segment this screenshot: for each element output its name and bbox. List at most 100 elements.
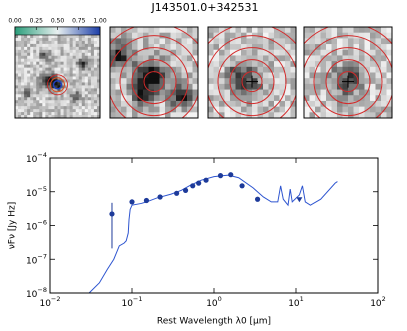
contour	[110, 35, 198, 118]
pixel	[359, 66, 365, 73]
pixel	[326, 49, 332, 56]
pixel	[96, 67, 100, 71]
pixel	[268, 112, 275, 118]
aperture	[52, 80, 63, 90]
pixel	[54, 106, 58, 110]
pixel	[87, 79, 92, 83]
pixel	[208, 49, 214, 56]
pixel	[75, 115, 80, 118]
pixel	[42, 61, 46, 66]
pixel	[24, 49, 28, 54]
pixel	[33, 103, 37, 107]
pixel	[75, 52, 80, 57]
pixel	[170, 27, 177, 34]
pixel	[257, 78, 264, 85]
pixel	[15, 49, 19, 54]
pixel	[81, 97, 86, 101]
image-panel	[304, 27, 392, 118]
pixel	[90, 91, 95, 95]
pixel	[69, 43, 74, 48]
pixel	[132, 61, 138, 68]
pixel	[66, 82, 71, 86]
pixel	[81, 76, 86, 80]
pixel	[42, 106, 46, 110]
pixel	[246, 66, 253, 73]
pixel	[154, 83, 160, 90]
pixel	[263, 38, 269, 45]
pixel	[54, 109, 58, 113]
pixel	[230, 95, 236, 102]
pixel	[18, 82, 22, 86]
pixel	[213, 112, 220, 118]
pixel	[81, 37, 86, 42]
pixel	[224, 27, 231, 34]
pixel	[84, 49, 89, 54]
pixel	[63, 100, 68, 104]
pixel	[192, 44, 198, 51]
pixel	[126, 49, 133, 56]
pixel	[15, 76, 19, 80]
pixel	[381, 95, 387, 102]
pixel	[192, 106, 198, 113]
pixel	[370, 61, 376, 68]
contour	[241, 71, 263, 93]
pixel	[159, 66, 166, 73]
pixel	[30, 115, 34, 118]
pixel	[60, 58, 64, 63]
pixel	[165, 66, 171, 73]
pixel	[132, 78, 138, 85]
pixel	[304, 100, 310, 108]
pixel	[96, 88, 100, 92]
pixel	[170, 78, 177, 85]
pixel	[246, 61, 253, 68]
pixel	[213, 66, 220, 73]
pixel	[57, 35, 61, 39]
pixel	[375, 38, 382, 45]
pixel	[93, 64, 98, 69]
pixel	[63, 82, 68, 86]
pixel	[84, 115, 89, 118]
pixel	[45, 70, 49, 74]
pixel	[381, 100, 387, 108]
pixel	[63, 35, 68, 39]
pixel	[93, 88, 98, 92]
pixel	[290, 55, 296, 62]
pixel	[165, 100, 171, 108]
pixel	[93, 91, 98, 95]
pixel	[370, 66, 376, 73]
pixel	[213, 89, 220, 96]
pixel	[81, 35, 86, 39]
pixel	[69, 106, 74, 110]
pixel	[69, 79, 74, 83]
pixel	[381, 66, 387, 73]
pixel	[315, 38, 321, 45]
pixel	[213, 27, 220, 34]
pixel	[315, 61, 321, 68]
pixel	[331, 72, 338, 79]
pixel	[21, 67, 25, 71]
pixel	[15, 37, 19, 42]
pixel	[33, 94, 37, 98]
pixel	[370, 72, 376, 79]
pixel	[309, 106, 316, 113]
pixel	[63, 79, 68, 83]
pixel	[15, 88, 19, 92]
pixel	[154, 72, 160, 79]
pixel	[75, 61, 80, 66]
pixel	[39, 91, 43, 95]
pixel	[30, 91, 34, 95]
pixel	[30, 103, 34, 107]
pixel	[148, 95, 155, 102]
pixel	[252, 72, 258, 79]
pixel	[96, 112, 100, 116]
contour	[119, 47, 189, 117]
pixel	[21, 55, 25, 60]
pixel	[208, 89, 214, 96]
pixel	[39, 112, 43, 116]
pixel	[154, 100, 160, 108]
pixel	[84, 91, 89, 95]
pixel	[115, 72, 122, 79]
pixel	[359, 106, 365, 113]
pixel	[54, 82, 58, 86]
pixel	[386, 83, 392, 90]
